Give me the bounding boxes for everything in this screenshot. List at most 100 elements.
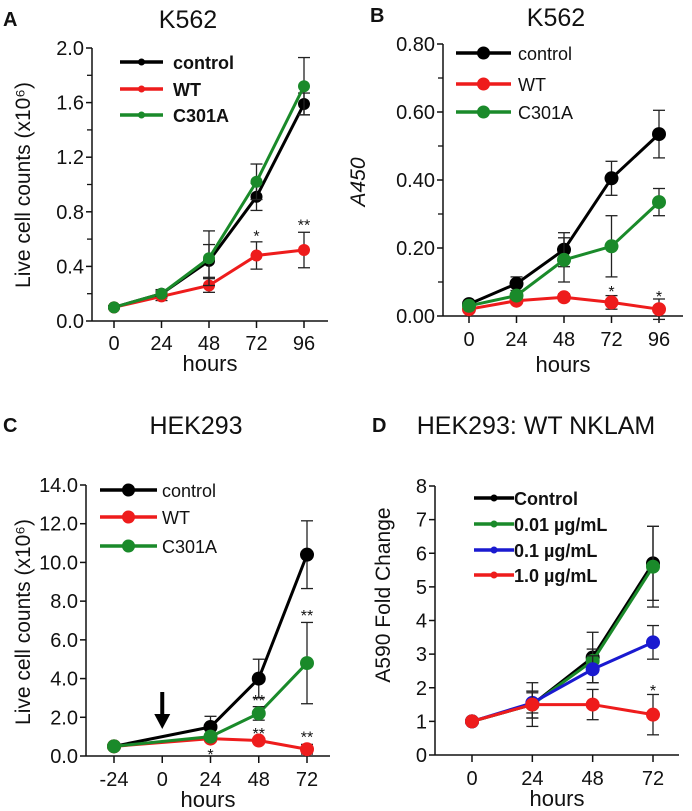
x-tick-label: 24 xyxy=(521,768,543,790)
x-tick-label: 24 xyxy=(199,769,221,791)
chart-title: HEK293 xyxy=(149,412,242,440)
data-point xyxy=(108,301,120,314)
panel-label: A xyxy=(3,9,17,31)
data-point xyxy=(604,171,619,186)
x-tick-label: 48 xyxy=(553,329,575,351)
y-tick-label: 4.0 xyxy=(50,669,78,691)
data-point xyxy=(251,733,266,748)
legend-label: control xyxy=(173,53,234,73)
x-axis-label: hours xyxy=(535,352,590,377)
significance-marker: ** xyxy=(253,693,265,710)
y-tick-label: 1.2 xyxy=(56,147,84,169)
data-point xyxy=(107,739,121,754)
y-tick-label: 0.0 xyxy=(56,311,84,333)
x-tick-label: 24 xyxy=(505,329,527,351)
x-tick-label: 0 xyxy=(463,329,474,351)
chart-title: K562 xyxy=(527,4,585,32)
y-tick-label: 0.0 xyxy=(50,746,78,768)
y-tick-label: 0 xyxy=(416,745,427,767)
legend-label: 1.0 µg/mL xyxy=(514,566,597,586)
series-c301a xyxy=(108,56,310,314)
legend-marker xyxy=(477,77,490,91)
x-axis-label: hours xyxy=(180,787,235,811)
y-tick-label: 10.0 xyxy=(39,552,78,574)
x-tick-label: -24 xyxy=(100,769,129,791)
significance-marker: * xyxy=(253,229,259,246)
x-tick-label: 72 xyxy=(600,329,622,351)
legend-marker xyxy=(122,539,135,553)
legend-marker xyxy=(138,85,145,93)
significance-marker: ** xyxy=(253,726,265,743)
data-point xyxy=(604,295,619,310)
y-tick-label: 8 xyxy=(416,476,427,498)
data-point xyxy=(203,719,218,734)
significance-marker: * xyxy=(650,683,656,700)
y-axis-label: A590 Fold Change xyxy=(372,507,395,682)
x-tick-label: 0 xyxy=(157,769,168,791)
data-point xyxy=(557,252,571,267)
data-point xyxy=(557,290,571,305)
chart-title: K562 xyxy=(159,6,217,34)
y-tick-label: 8.0 xyxy=(50,591,78,613)
data-point xyxy=(585,662,600,677)
series-c301a xyxy=(107,621,314,754)
data-point xyxy=(465,714,479,729)
y-axis-label: A450 xyxy=(347,157,370,208)
series-line xyxy=(113,554,309,748)
y-axis-label: Live cell counts (x10⁶) xyxy=(12,519,35,725)
legend-marker xyxy=(138,111,145,119)
arrow-head-icon xyxy=(154,714,171,729)
data-point xyxy=(509,276,524,291)
y-axis-label: Live cell counts (x10⁶) xyxy=(12,82,35,288)
data-point xyxy=(652,195,666,210)
series-c301a xyxy=(462,187,666,313)
data-point xyxy=(250,175,263,188)
y-tick-label: 0.40 xyxy=(396,170,435,192)
y-tick-label: 12.0 xyxy=(39,514,78,536)
significance-marker: * xyxy=(207,747,213,764)
panel-label: B xyxy=(370,5,384,27)
y-tick-label: 6 xyxy=(416,543,427,565)
x-tick-label: 72 xyxy=(642,768,664,790)
legend-label: C301A xyxy=(518,103,573,123)
y-tick-label: 6.0 xyxy=(50,630,78,652)
x-tick-label: 96 xyxy=(648,329,670,351)
y-tick-label: 3 xyxy=(416,644,427,666)
data-point xyxy=(298,80,310,93)
data-point xyxy=(525,697,540,712)
y-tick-label: 0.80 xyxy=(396,34,435,56)
legend-marker xyxy=(490,571,498,579)
legend-marker xyxy=(477,105,490,119)
chart-title: HEK293: WT NKLAM xyxy=(417,412,656,440)
x-tick-label: 72 xyxy=(296,769,318,791)
y-tick-label: 2.0 xyxy=(50,707,78,729)
data-point xyxy=(251,671,266,686)
significance-marker: ** xyxy=(301,730,313,747)
legend-label: control xyxy=(162,481,216,501)
y-tick-label: 5 xyxy=(416,577,427,599)
x-axis-label: hours xyxy=(182,351,237,376)
panel-d: D HEK293: WT NKLAM 0 1 2 3 4 5 6 7 8 0 24 48 72 hours A5… xyxy=(372,412,679,811)
legend-label: WT xyxy=(162,508,190,528)
significance-marker: ** xyxy=(298,218,310,235)
legend-label: Control xyxy=(514,489,578,509)
data-point xyxy=(300,742,314,757)
x-tick-label: 0 xyxy=(466,768,477,790)
y-tick-label: 2.0 xyxy=(56,38,84,60)
legend-label: C301A xyxy=(173,106,229,126)
data-point xyxy=(509,288,524,303)
data-point xyxy=(646,635,660,650)
legend-marker xyxy=(490,520,498,528)
y-tick-label: 0.20 xyxy=(396,238,435,260)
y-tick-label: 2 xyxy=(416,678,427,700)
data-point xyxy=(250,249,263,262)
series-line xyxy=(471,565,655,723)
series-line xyxy=(113,662,309,748)
panel-label: D xyxy=(372,415,386,437)
y-tick-label: 0.8 xyxy=(56,202,84,224)
legend-marker xyxy=(490,546,498,554)
legend-label: 0.01 µg/mL xyxy=(514,515,607,535)
legend-marker xyxy=(122,483,135,497)
x-tick-label: 48 xyxy=(582,768,604,790)
legend-marker xyxy=(122,510,135,524)
